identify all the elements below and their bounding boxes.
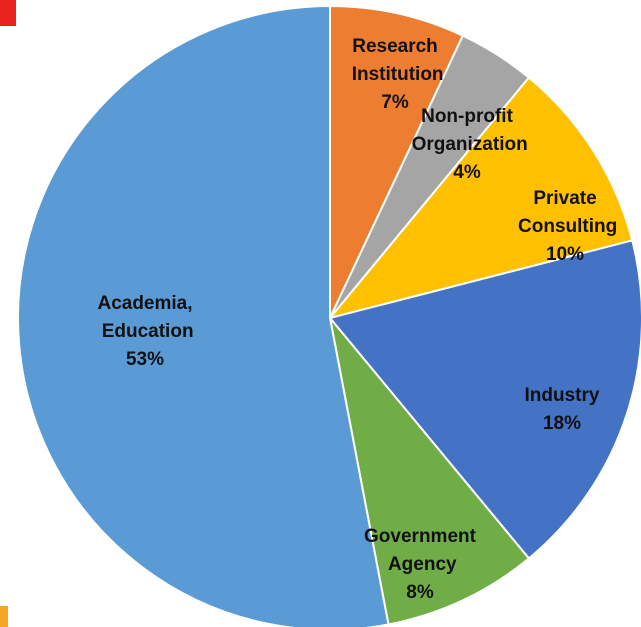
slice-value-label: 8% — [406, 582, 434, 603]
slice-category-label: Government Agency — [364, 526, 477, 575]
slice-category-label: Academia, Education — [96, 293, 193, 342]
slice-value-label: 7% — [381, 92, 409, 113]
cropped-decoration — [0, 0, 16, 26]
slice-category-label: Research Institution — [346, 36, 443, 85]
slice-value-label: 18% — [543, 413, 581, 434]
pie-slice — [329, 317, 531, 626]
slice-category-label: Industry — [525, 385, 600, 406]
slice-category-label: Private Consulting — [513, 188, 617, 237]
pie-slice — [329, 4, 465, 319]
pie-slice — [17, 4, 390, 627]
slice-value-label: 53% — [126, 349, 164, 370]
slice-category-label: Non-profit Organization — [406, 106, 527, 155]
slice-value-label: 4% — [453, 162, 481, 183]
pie-slice — [327, 76, 634, 320]
cropped-decoration — [0, 606, 8, 627]
slice-value-label: 10% — [546, 244, 584, 265]
pie-slice — [328, 239, 641, 560]
